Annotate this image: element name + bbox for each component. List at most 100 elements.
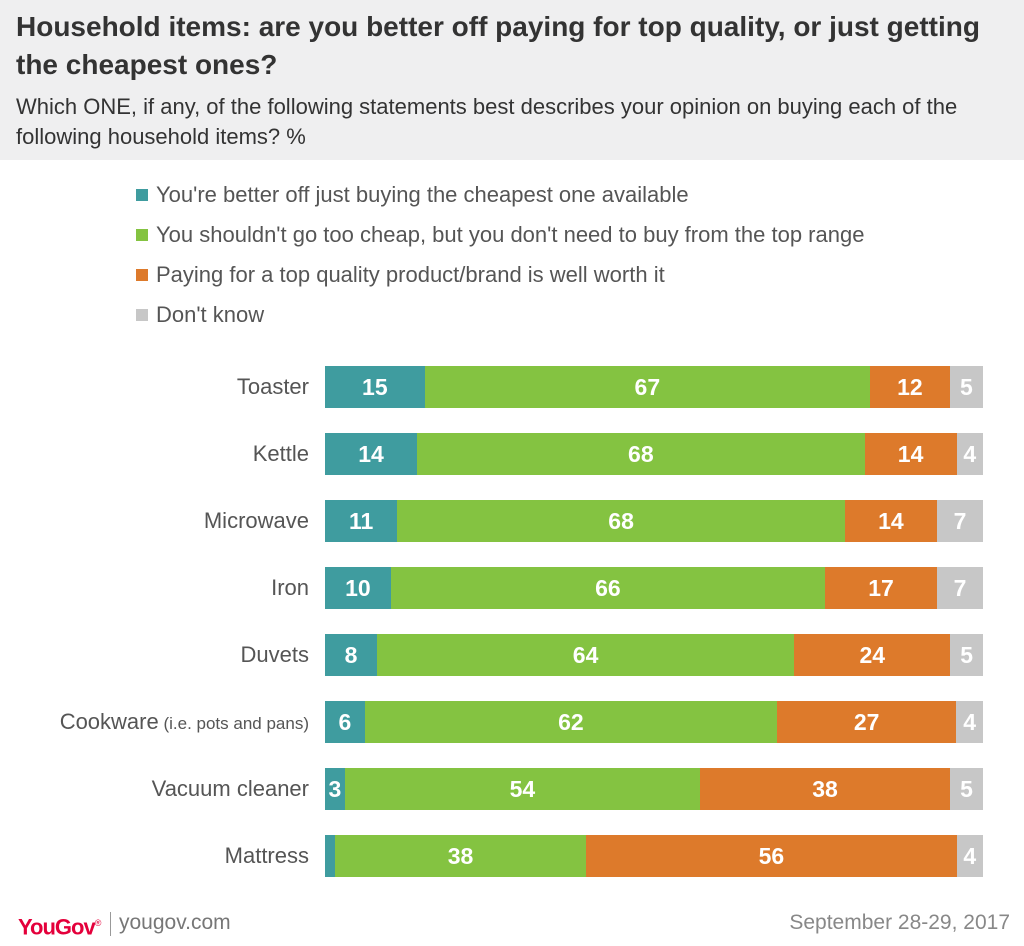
bar-segment xyxy=(956,835,983,877)
bar-segment xyxy=(325,567,391,609)
category-label: Cookware (i.e. pots and pans) xyxy=(60,701,309,745)
category-label: Toaster xyxy=(237,366,309,408)
stacked-bar-chart: Toaster 15 67 12 5 Kettle 14 68 14 4 Microwave 11 68… xyxy=(0,350,1024,890)
footer: YouGov® yougov.com September 28-29, 2017 xyxy=(0,900,1024,946)
data-label: 10 xyxy=(345,575,371,601)
category-label: Kettle xyxy=(253,433,309,475)
bar-segment xyxy=(334,835,587,877)
bar-segment xyxy=(424,366,870,408)
data-label: 66 xyxy=(595,575,621,601)
data-label: 6 xyxy=(338,709,352,735)
legend-swatch xyxy=(136,229,148,241)
yougov-logo[interactable]: YouGov® xyxy=(18,914,102,940)
legend-label: Paying for a top quality product/brand i… xyxy=(156,262,665,287)
category-label: Iron xyxy=(271,567,309,609)
data-label: 62 xyxy=(558,709,584,735)
category-note: (i.e. pots and pans) xyxy=(158,714,309,733)
data-label: 68 xyxy=(608,508,634,534)
data-label: 11 xyxy=(349,508,374,534)
data-label: 38 xyxy=(447,843,474,869)
footer-divider xyxy=(110,912,111,936)
footer-site-link[interactable]: yougov.com xyxy=(119,911,231,934)
category-label: Vacuum cleaner xyxy=(152,768,309,810)
survey-date: September 28-29, 2017 xyxy=(789,911,1010,934)
data-label: 7 xyxy=(953,508,967,534)
bar-segment xyxy=(936,500,983,542)
data-label: 64 xyxy=(572,642,599,668)
data-label: 27 xyxy=(853,709,880,735)
category-name: Iron xyxy=(271,575,309,600)
bar-segment xyxy=(325,701,365,743)
data-label: 14 xyxy=(358,441,384,467)
chart-subtitle: Which ONE, if any, of the following stat… xyxy=(16,94,958,149)
legend-label: You shouldn't go too cheap, but you don'… xyxy=(156,222,865,247)
legend-item: Paying for a top quality product/brand i… xyxy=(136,260,665,290)
bar-segment xyxy=(417,433,865,475)
bar-segment xyxy=(390,567,826,609)
legend-item: You shouldn't go too cheap, but you don'… xyxy=(136,220,864,250)
bar-segment xyxy=(344,768,701,810)
bar-row: 38 56 4 xyxy=(325,835,983,877)
category-name: Cookware xyxy=(59,709,159,734)
category-name: Microwave xyxy=(203,508,309,533)
legend-label: Don't know xyxy=(156,302,265,327)
legend-item: You're better off just buying the cheape… xyxy=(136,180,689,210)
chart-title: Household items: are you better off payi… xyxy=(16,11,980,80)
bar-row: 6 62 27 4 xyxy=(325,701,983,743)
bar-segment xyxy=(325,768,345,810)
bar-segment xyxy=(700,768,951,810)
bar-segment xyxy=(956,701,983,743)
data-label: 17 xyxy=(868,575,894,601)
data-label: 67 xyxy=(634,374,661,400)
bar-segment xyxy=(397,500,845,542)
data-label: 4 xyxy=(963,709,977,735)
legend-swatch xyxy=(136,269,148,281)
data-label: 3 xyxy=(328,776,342,802)
legend-swatch xyxy=(136,309,148,321)
data-label: 4 xyxy=(963,843,977,869)
data-label: 68 xyxy=(628,441,654,467)
bar-segment xyxy=(864,433,957,475)
category-name: Mattress xyxy=(224,843,309,868)
category-label: Duvets xyxy=(241,634,309,676)
data-label: 14 xyxy=(878,508,904,534)
data-label: 5 xyxy=(960,642,974,668)
legend-item: Don't know xyxy=(136,300,264,330)
data-label: 4 xyxy=(963,441,977,467)
data-label: 5 xyxy=(959,374,973,400)
category-label: Mattress xyxy=(225,835,309,877)
data-label: 14 xyxy=(897,441,924,467)
bar-segment xyxy=(325,500,398,542)
bar-segment xyxy=(325,835,335,877)
bar-segment xyxy=(844,500,937,542)
category-name: Toaster xyxy=(236,374,309,399)
bar-segment xyxy=(950,768,983,810)
bar-row: 10 66 17 7 xyxy=(325,567,983,609)
legend-swatch xyxy=(136,189,148,201)
bar-segment xyxy=(776,701,957,743)
data-label: 8 xyxy=(344,642,358,668)
category-name: Duvets xyxy=(240,642,309,667)
data-label: 12 xyxy=(897,374,923,400)
bar-segment xyxy=(870,366,950,408)
bar-segment xyxy=(950,634,983,676)
bar-row: 15 67 12 5 xyxy=(325,366,983,408)
bar-segment xyxy=(325,366,425,408)
bar-segment xyxy=(364,701,777,743)
header: Household items: are you better off payi… xyxy=(0,0,1024,160)
data-label: 7 xyxy=(953,575,967,601)
data-label: 24 xyxy=(859,642,886,668)
bar-segment xyxy=(325,634,378,676)
category-label: Microwave xyxy=(204,500,309,542)
data-label: 5 xyxy=(960,776,973,802)
bar-segment xyxy=(586,835,957,877)
bar-segment xyxy=(936,567,983,609)
bar-segment xyxy=(794,634,951,676)
bar-segment xyxy=(325,433,418,475)
data-label: 38 xyxy=(812,776,838,802)
category-name: Kettle xyxy=(252,441,309,466)
bar-segment xyxy=(377,634,795,676)
data-label: 54 xyxy=(509,776,536,802)
category-name: Vacuum cleaner xyxy=(151,776,309,801)
bar-segment xyxy=(825,567,937,609)
